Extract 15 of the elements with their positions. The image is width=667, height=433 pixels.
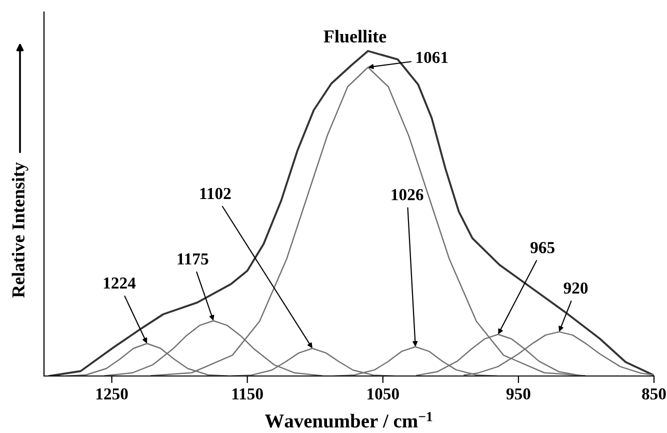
annotation: 1224 (104, 278, 136, 289)
x-tick-label: 950 (506, 388, 530, 400)
x-axis-title: Wavenumber / cm$^{−1}$ (264, 412, 432, 428)
x-tick-label: 1150 (232, 388, 263, 400)
y-axis-title: Relative Intensity (12, 162, 28, 298)
x-tick-label: 850 (642, 388, 666, 400)
x-tick-label: 1250 (96, 388, 128, 400)
annotation: 1026 (392, 189, 424, 200)
annotation: 1102 (200, 188, 231, 200)
annotation: 1061 (416, 52, 448, 64)
annotation: 920 (564, 282, 588, 294)
x-tick-label: 1050 (368, 388, 399, 400)
annotation: 1175 (178, 253, 208, 265)
chart-title: Fluellite (324, 30, 386, 43)
annotation: 965 (530, 242, 554, 254)
